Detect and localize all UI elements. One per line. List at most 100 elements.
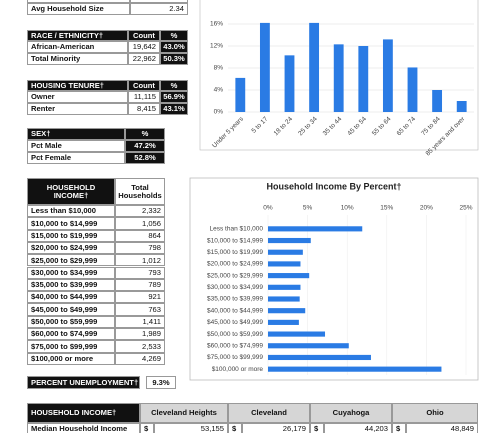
table-cell: PERCENT UNEMPLOYMENT† bbox=[27, 376, 140, 389]
table-cell: $10,000 to $14,999 bbox=[27, 217, 115, 230]
table-cell: 56.9% bbox=[160, 91, 188, 103]
table-cell: African-American bbox=[27, 41, 128, 53]
table-cell: $35,000 to $39,999 bbox=[27, 278, 115, 292]
y-tick-label: $50,000 to $59,999 bbox=[207, 331, 263, 338]
bar bbox=[268, 319, 299, 325]
y-tick-label: $25,000 to $29,999 bbox=[207, 272, 263, 279]
table-cell: 47.2% bbox=[125, 140, 165, 152]
table-cell: 48,849 bbox=[406, 423, 478, 433]
table-cell: RACE / ETHNICITY† bbox=[27, 30, 128, 41]
bar bbox=[268, 226, 363, 232]
bar bbox=[309, 22, 320, 112]
y-tick-label: $75,000 to $99,999 bbox=[207, 354, 263, 361]
table-cell: 793 bbox=[115, 266, 165, 279]
table-cell: $30,000 to $34,999 bbox=[27, 266, 115, 279]
table-cell: $40,000 to $44,999 bbox=[27, 291, 115, 304]
table-cell: 26,179 bbox=[242, 423, 310, 433]
table-cell: 789 bbox=[115, 278, 165, 292]
table-cell: HOUSING TENURE† bbox=[27, 80, 128, 91]
bar bbox=[268, 296, 300, 302]
y-tick-label: $45,000 to $49,999 bbox=[207, 319, 263, 326]
table-cell: 50.3% bbox=[160, 53, 188, 65]
table-cell: % bbox=[160, 80, 188, 91]
table-cell: $ bbox=[392, 423, 406, 433]
table-cell: 44,203 bbox=[324, 423, 392, 433]
x-tick-label: 25% bbox=[459, 205, 472, 212]
table-cell: $ bbox=[310, 423, 324, 433]
bar bbox=[268, 366, 442, 372]
table-cell: Renter bbox=[27, 103, 128, 115]
bar bbox=[284, 55, 295, 112]
table-cell: 43.1% bbox=[160, 103, 188, 115]
bar bbox=[268, 273, 310, 279]
table-cell: Avg Household Size bbox=[27, 3, 130, 15]
y-tick-label: 16% bbox=[210, 21, 223, 28]
x-tick-label: 10% bbox=[341, 205, 354, 212]
bar bbox=[268, 261, 301, 267]
bar bbox=[456, 101, 467, 112]
y-tick-label: Less than $10,000 bbox=[210, 226, 264, 233]
bar bbox=[407, 67, 418, 112]
x-tick-label: 15% bbox=[380, 205, 393, 212]
table-cell: Cleveland bbox=[228, 403, 310, 423]
table-cell: % bbox=[125, 128, 165, 140]
y-tick-label: 4% bbox=[214, 87, 224, 94]
bar bbox=[268, 354, 371, 361]
table-cell: Count bbox=[128, 80, 160, 91]
table-cell: Cleveland Heights bbox=[140, 403, 228, 423]
bar bbox=[333, 44, 344, 112]
bar bbox=[259, 22, 270, 112]
table-cell: 1,411 bbox=[115, 315, 165, 328]
table-cell: Less than $10,000 bbox=[27, 205, 115, 218]
table-cell: $15,000 to $19,999 bbox=[27, 229, 115, 242]
y-tick-label: $30,000 to $34,999 bbox=[207, 284, 263, 291]
y-tick-label: 0% bbox=[214, 109, 224, 116]
x-tick-label: 5% bbox=[303, 205, 313, 212]
table-cell: Pct Male bbox=[27, 140, 125, 152]
table-cell: $50,000 to $59,999 bbox=[27, 315, 115, 328]
table-cell: $25,000 to $29,999 bbox=[27, 254, 115, 267]
bar bbox=[235, 77, 246, 112]
table-cell: SEX† bbox=[27, 128, 125, 140]
table-cell: 11,115 bbox=[128, 91, 160, 103]
table-cell: HOUSEHOLD INCOME† bbox=[27, 403, 140, 423]
table-cell: 1,056 bbox=[115, 217, 165, 230]
table-cell: Ohio bbox=[392, 403, 478, 423]
x-tick-label: 20% bbox=[420, 205, 433, 212]
y-tick-label: 8% bbox=[214, 65, 224, 72]
y-tick-label: $20,000 to $24,999 bbox=[207, 261, 263, 268]
bar bbox=[268, 284, 301, 290]
table-cell: $ bbox=[140, 423, 154, 433]
table-cell: 53,155 bbox=[154, 423, 228, 433]
table-cell: 4,269 bbox=[115, 352, 165, 365]
table-cell: 19,350 bbox=[130, 0, 188, 3]
table-cell: $ bbox=[228, 423, 242, 433]
table-cell: Owner bbox=[27, 91, 128, 103]
x-tick-label: 0% bbox=[263, 205, 273, 212]
bar bbox=[382, 39, 393, 112]
table-cell: % bbox=[160, 30, 188, 41]
table-cell: 1,989 bbox=[115, 328, 165, 341]
table-cell: 763 bbox=[115, 303, 165, 316]
table-cell: Cuyahoga bbox=[310, 403, 392, 423]
table-cell: 921 bbox=[115, 291, 165, 304]
table-cell: $60,000 to $74,999 bbox=[27, 328, 115, 341]
table-cell: 864 bbox=[115, 229, 165, 242]
y-tick-label: $35,000 to $39,999 bbox=[207, 296, 263, 303]
table-cell: $100,000 or more bbox=[27, 352, 115, 365]
table-cell: 52.8% bbox=[125, 152, 165, 164]
bar bbox=[268, 249, 303, 255]
bar bbox=[268, 308, 306, 314]
table-cell: Pct Female bbox=[27, 152, 125, 164]
table-cell: 2.34 bbox=[130, 3, 188, 15]
table-cell: $45,000 to $49,999 bbox=[27, 303, 115, 316]
table-cell: $20,000 to $24,999 bbox=[27, 241, 115, 255]
table-cell: 2,332 bbox=[115, 205, 165, 218]
bar bbox=[268, 331, 326, 337]
bar bbox=[268, 237, 311, 244]
table-cell: 22,962 bbox=[128, 53, 160, 65]
table-cell: Count bbox=[128, 30, 160, 41]
table-cell: 2,533 bbox=[115, 340, 165, 353]
